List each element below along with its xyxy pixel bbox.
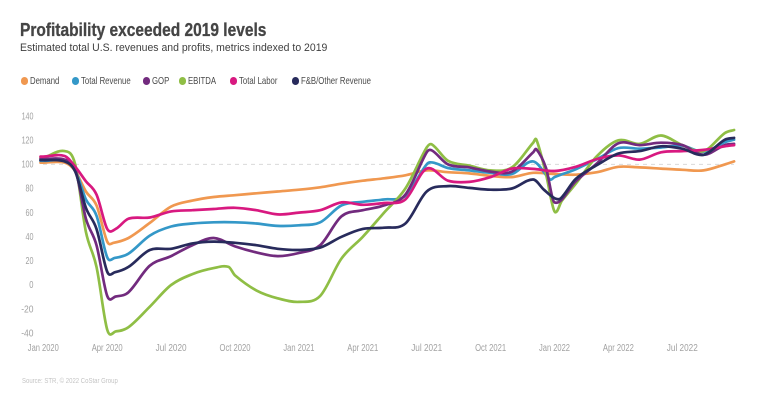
svg-text:100: 100 (22, 160, 34, 171)
svg-text:20: 20 (26, 256, 34, 267)
svg-text:-20: -20 (21, 304, 34, 315)
svg-text:80: 80 (26, 184, 34, 195)
svg-text:0: 0 (29, 280, 34, 291)
svg-text:Jan 2020: Jan 2020 (28, 343, 59, 354)
svg-text:Apr 2021: Apr 2021 (347, 343, 378, 354)
svg-text:120: 120 (22, 136, 34, 147)
svg-text:Oct 2020: Oct 2020 (220, 343, 251, 354)
svg-text:Oct 2021: Oct 2021 (475, 343, 506, 354)
svg-text:Jan 2022: Jan 2022 (539, 343, 570, 354)
svg-text:Jul 2020: Jul 2020 (156, 343, 187, 354)
svg-text:Apr 2022: Apr 2022 (603, 343, 634, 354)
svg-text:40: 40 (26, 232, 34, 243)
svg-text:Jul 2021: Jul 2021 (411, 343, 442, 354)
svg-text:140: 140 (22, 111, 34, 122)
svg-text:Jan 2021: Jan 2021 (283, 343, 314, 354)
svg-text:Apr 2020: Apr 2020 (92, 343, 123, 354)
svg-text:-40: -40 (21, 328, 34, 339)
svg-text:60: 60 (26, 208, 34, 219)
svg-text:Jul 2022: Jul 2022 (667, 343, 698, 354)
